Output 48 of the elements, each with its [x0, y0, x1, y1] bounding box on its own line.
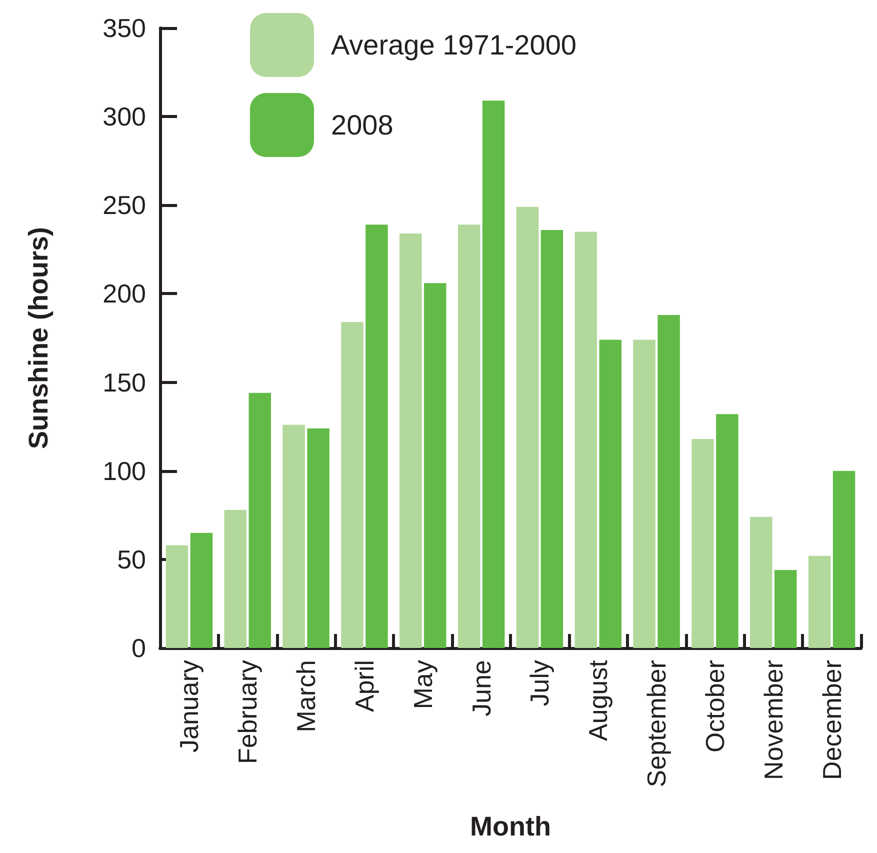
bar	[248, 392, 271, 648]
bar	[282, 424, 305, 648]
bar	[366, 224, 388, 648]
bar	[341, 322, 364, 648]
x-tick-label: June	[466, 660, 496, 716]
y-tick-label: 250	[102, 190, 146, 220]
bar	[808, 556, 831, 648]
bar	[307, 428, 330, 648]
bar	[774, 570, 797, 648]
bar	[574, 232, 598, 648]
legend-label: 2008	[331, 110, 394, 140]
bar	[458, 224, 480, 648]
x-tick-label: August	[583, 659, 614, 741]
x-tick-label: January	[174, 660, 204, 752]
x-tick-label: September	[642, 660, 672, 788]
x-tick-label: October	[700, 660, 730, 752]
x-tick-label: February	[232, 660, 263, 764]
bar	[400, 233, 422, 648]
y-tick-label: 0	[132, 633, 146, 663]
bar	[540, 230, 564, 648]
bar	[750, 516, 772, 648]
y-tick-label: 350	[102, 13, 146, 43]
y-tick-label: 300	[102, 102, 146, 132]
y-tick-label: 200	[102, 278, 146, 309]
y-tick-label: 100	[102, 456, 146, 486]
x-tick-label: December	[816, 660, 847, 780]
y-tick-label: 50	[117, 544, 146, 574]
x-axis-title: Month	[470, 812, 551, 842]
bar	[692, 438, 714, 648]
y-tick-label: 150	[102, 367, 146, 398]
bar	[832, 470, 856, 648]
bar	[599, 340, 622, 648]
x-tick-label: July	[524, 660, 555, 706]
bar	[658, 314, 680, 648]
legend-label: Average 1971-2000	[331, 30, 576, 60]
bar	[224, 510, 247, 648]
bar	[190, 532, 213, 648]
bar	[716, 414, 738, 648]
y-axis-title: Sunshine (hours)	[24, 227, 54, 449]
x-tick-label: November	[758, 660, 788, 780]
bar	[424, 283, 446, 648]
bar	[633, 340, 656, 648]
bar	[166, 545, 188, 648]
x-tick-label: April	[349, 660, 380, 712]
bar	[516, 206, 539, 648]
x-tick-label: March	[291, 660, 322, 732]
x-tick-label: May	[408, 660, 438, 710]
bar	[482, 100, 505, 648]
